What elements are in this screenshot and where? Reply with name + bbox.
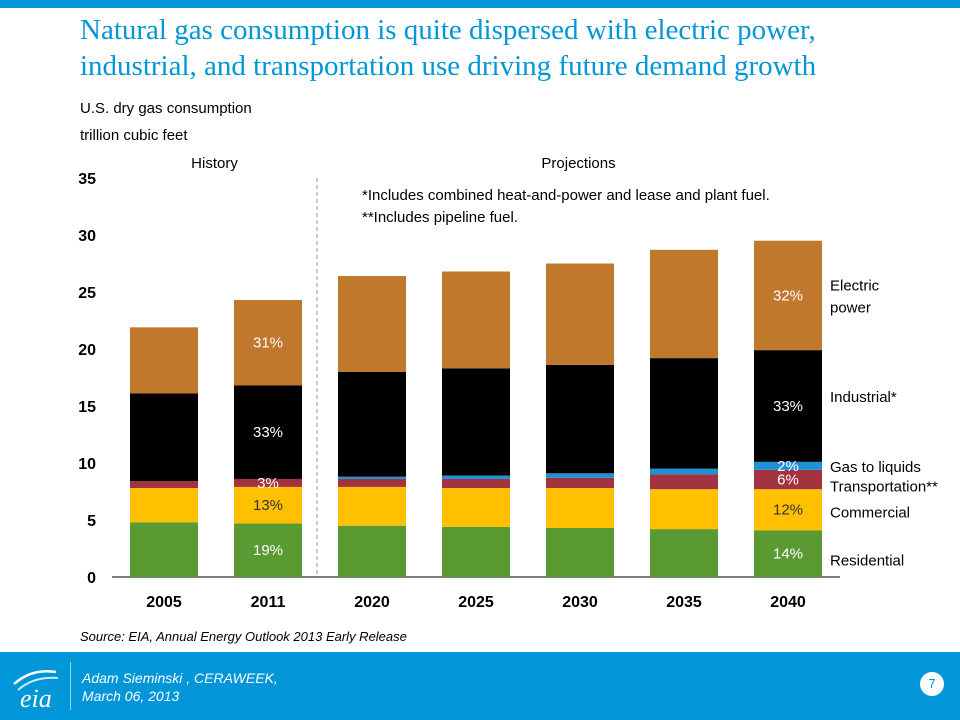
bar-segment bbox=[338, 486, 406, 526]
bar-segment bbox=[546, 477, 614, 489]
chart-subtitle: U.S. dry gas consumption bbox=[80, 100, 252, 117]
chart-footnote: **Includes pipeline fuel. bbox=[362, 209, 518, 226]
legend-label-electric: Electric bbox=[830, 277, 880, 294]
legend-label-industrial: Industrial* bbox=[830, 389, 897, 406]
data-label: 31% bbox=[253, 335, 283, 352]
data-label: 33% bbox=[253, 424, 283, 441]
bar-segment bbox=[130, 481, 198, 489]
bar-segment bbox=[234, 523, 302, 577]
bar-segment bbox=[754, 530, 822, 577]
bar-segment bbox=[442, 368, 510, 476]
projections-label: Projections bbox=[541, 155, 615, 172]
title-line-1: Natural gas consumption is quite dispers… bbox=[80, 14, 816, 46]
bar-segment bbox=[338, 276, 406, 372]
bar-segment bbox=[234, 478, 302, 487]
bar-segment bbox=[442, 271, 510, 369]
data-label: 2% bbox=[777, 458, 799, 475]
page-number: 7 bbox=[920, 672, 944, 696]
y-tick-label: 20 bbox=[78, 342, 96, 359]
y-tick-label: 25 bbox=[78, 285, 96, 302]
bar-segment bbox=[650, 249, 718, 359]
legend-label-commercial: Commercial bbox=[830, 505, 910, 522]
eia-logo: eia bbox=[8, 662, 64, 713]
data-label: 3% bbox=[257, 475, 279, 492]
logo-text: eia bbox=[20, 684, 52, 713]
bar-segment bbox=[442, 488, 510, 527]
legend-label-power: power bbox=[830, 299, 871, 316]
bar-segment bbox=[754, 469, 822, 490]
data-label: 12% bbox=[773, 502, 803, 519]
bar-segment bbox=[130, 393, 198, 482]
footer-divider bbox=[70, 662, 71, 710]
bar-segment bbox=[234, 486, 302, 524]
bar-segment bbox=[234, 385, 302, 479]
legend-label-gas-to-liquids: Gas to liquids bbox=[830, 459, 921, 476]
x-tick-label: 2030 bbox=[562, 594, 598, 611]
bar-segment bbox=[442, 478, 510, 489]
data-label: 33% bbox=[773, 398, 803, 415]
x-tick-label: 2020 bbox=[354, 594, 390, 611]
bar-segment bbox=[754, 240, 822, 351]
x-tick-label: 2035 bbox=[666, 594, 702, 611]
data-label: 13% bbox=[253, 497, 283, 514]
data-label: 6% bbox=[777, 472, 799, 489]
bar-segment bbox=[754, 350, 822, 462]
bar-segment bbox=[650, 474, 718, 490]
y-tick-label: 10 bbox=[78, 456, 96, 473]
chart-footnote: *Includes combined heat-and-power and le… bbox=[362, 187, 770, 204]
chart-unit-label: trillion cubic feet bbox=[80, 127, 188, 144]
bar-segment bbox=[130, 327, 198, 394]
x-tick-label: 2025 bbox=[458, 594, 494, 611]
bar-segment bbox=[338, 478, 406, 487]
footer-author: Adam Sieminski , CERAWEEK, bbox=[82, 670, 278, 686]
footer-bar: eia Adam Sieminski , CERAWEEK, March 06,… bbox=[0, 652, 960, 720]
y-tick-label: 35 bbox=[78, 171, 96, 188]
y-tick-label: 15 bbox=[78, 399, 96, 416]
bar-segment bbox=[130, 488, 198, 523]
legend-label-residential: Residential bbox=[830, 553, 904, 570]
bar-segment bbox=[130, 522, 198, 577]
bar-segment bbox=[650, 489, 718, 530]
data-label: 14% bbox=[773, 546, 803, 563]
bar-segment bbox=[546, 263, 614, 365]
x-tick-label: 2005 bbox=[146, 594, 182, 611]
bar-segment bbox=[546, 364, 614, 474]
title-line-2: industrial, and transportation use drivi… bbox=[80, 50, 817, 82]
x-tick-label: 2011 bbox=[251, 594, 286, 611]
bar-segment bbox=[234, 299, 302, 386]
bar-segment bbox=[338, 371, 406, 477]
bar-segment bbox=[546, 527, 614, 577]
history-label: History bbox=[191, 155, 238, 172]
bar-segment bbox=[338, 476, 406, 479]
y-tick-label: 0 bbox=[87, 570, 96, 587]
slide-title: Natural gas consumption is quite dispers… bbox=[80, 12, 940, 84]
x-tick-label: 2040 bbox=[770, 594, 806, 611]
source-note: Source: EIA, Annual Energy Outlook 2013 … bbox=[80, 629, 407, 644]
bar-segment bbox=[650, 468, 718, 475]
bar-segment bbox=[442, 526, 510, 577]
bar-segment bbox=[442, 475, 510, 479]
data-label: 19% bbox=[253, 542, 283, 559]
legend-label-transportation: Transportation** bbox=[830, 479, 938, 496]
y-tick-label: 30 bbox=[78, 228, 96, 245]
bar-segment bbox=[754, 461, 822, 470]
bar-segment bbox=[650, 358, 718, 469]
bar-segment bbox=[546, 488, 614, 528]
top-accent-bar bbox=[0, 0, 960, 8]
y-tick-label: 5 bbox=[87, 513, 96, 530]
bar-segment bbox=[546, 473, 614, 478]
bar-segment bbox=[650, 529, 718, 577]
data-label: 32% bbox=[773, 287, 803, 304]
footer-date: March 06, 2013 bbox=[82, 688, 180, 704]
bar-segment bbox=[754, 489, 822, 531]
bar-segment bbox=[338, 525, 406, 577]
logo-globe-icon bbox=[13, 670, 59, 691]
